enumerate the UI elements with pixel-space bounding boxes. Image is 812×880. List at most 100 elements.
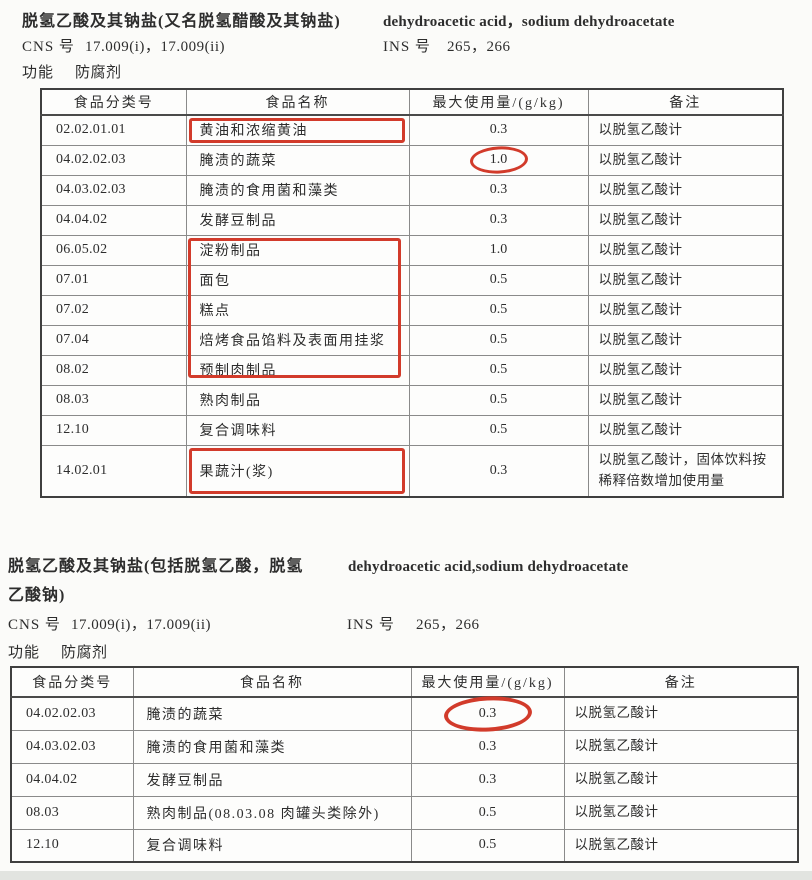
col-header-remark: 备注	[587, 88, 784, 116]
cell-code: 07.01	[40, 264, 187, 296]
function-value: 防腐剂	[61, 645, 108, 661]
cell-name: 腌渍的蔬菜	[185, 144, 410, 176]
cell-note: 以脱氢乙酸计	[587, 354, 784, 386]
cell-note: 以脱氢乙酸计	[587, 414, 784, 446]
cell-note: 以脱氢乙酸计	[563, 762, 799, 797]
cell-max: 0.3	[410, 693, 565, 734]
cell-max: 0.5	[408, 414, 589, 446]
cell-text: 黄油和浓缩黄油	[199, 124, 308, 140]
cell-name: 发酵豆制品	[132, 762, 412, 797]
cell-code: 04.03.02.03	[10, 729, 134, 764]
cell-code: 12.10	[10, 828, 134, 863]
cell-text: 12.10	[26, 837, 59, 853]
section2-title-en: dehydroacetic acid,sodium dehydroacetate	[348, 559, 629, 575]
cns-label: CNS 号	[8, 617, 61, 633]
table-row: 12.10 复合调味料 0.5 以脱氢乙酸计	[40, 414, 784, 446]
cell-code: 08.02	[40, 354, 187, 386]
col-header-food-name: 食品名称	[185, 88, 410, 116]
table-row: 12.10 复合调味料 0.5 以脱氢乙酸计	[10, 828, 799, 863]
table-row: 04.02.02.03 腌渍的蔬菜 1.0 以脱氢乙酸计	[40, 144, 784, 176]
table2-header: 食品分类号 食品名称 最大使用量/(g/kg) 备注	[10, 666, 799, 698]
cell-max: 0.3	[408, 174, 589, 206]
table-row: 04.04.02 发酵豆制品 0.3 以脱氢乙酸计	[40, 204, 784, 236]
cell-text: 预制肉制品	[199, 364, 277, 379]
cell-max: 0.5	[408, 264, 589, 296]
cns-value: 17.009(i)，17.009(ii)	[71, 617, 211, 633]
cell-text: 以脱氢乙酸计	[574, 836, 659, 852]
cell-text: 糕点	[199, 304, 231, 319]
cell-code: 14.02.01	[40, 444, 187, 498]
cell-max: 0.5	[408, 324, 589, 356]
cell-text: 以脱氢乙酸计	[598, 421, 683, 437]
ins-label: INS 号	[383, 39, 431, 55]
cell-name: 果蔬汁(浆)	[185, 444, 410, 498]
cell-max: 0.3	[408, 114, 589, 146]
cell-note: 以脱氢乙酸计	[587, 204, 784, 236]
cell-text: 以脱氢乙酸计	[598, 361, 683, 377]
cell-text: 02.02.01.01	[56, 122, 126, 138]
cell-name: 复合调味料	[132, 828, 412, 863]
cell-text: 0.5	[489, 272, 508, 287]
cell-text: 以脱氢乙酸计	[598, 301, 683, 317]
function-value: 防腐剂	[75, 65, 122, 81]
table-row: 08.03 熟肉制品 0.5 以脱氢乙酸计	[40, 384, 784, 416]
cell-text: 腌渍的蔬菜	[146, 707, 224, 723]
cell-text: 0.5	[489, 392, 508, 407]
cell-text: 07.02	[56, 302, 89, 317]
section2-title-zh: 脱氢乙酸及其钠盐(包括脱氢乙酸，脱氢乙酸钠)	[8, 558, 304, 604]
cell-text: 以脱氢乙酸计	[598, 271, 683, 287]
cell-text: 以脱氢乙酸计	[598, 391, 683, 407]
cell-text: 1.0	[489, 242, 508, 257]
cell-text: 12.10	[56, 422, 89, 437]
cell-text: 0.5	[489, 332, 508, 347]
cell-name: 焙烤食品馅料及表面用挂浆	[185, 324, 410, 356]
cell-code: 04.02.02.03	[10, 696, 134, 731]
table1-header: 食品分类号 食品名称 最大使用量/(g/kg) 备注	[40, 88, 784, 116]
cell-text: 0.3	[489, 462, 508, 478]
cell-text: 0.3	[478, 771, 497, 787]
table-row: 14.02.01 果蔬汁(浆) 0.3 以脱氢乙酸计，固体饮料按稀释倍数增加使用量	[40, 444, 784, 498]
cell-note: 以脱氢乙酸计	[563, 729, 799, 764]
table1-wrapper: 食品分类号 食品名称 最大使用量/(g/kg) 备注 02.02.01.01 黄油…	[40, 88, 784, 498]
cell-code: 07.04	[40, 324, 187, 356]
table-row: 04.03.02.03 腌渍的食用菌和藻类 0.3 以脱氢乙酸计	[40, 174, 784, 206]
cell-text: 0.3	[478, 738, 497, 754]
cell-text: 腌渍的蔬菜	[199, 154, 277, 169]
cell-text: 08.03	[56, 392, 89, 407]
table-row: 04.02.02.03 腌渍的蔬菜 0.3 以脱氢乙酸计	[10, 693, 799, 734]
cell-text: 0.3	[489, 182, 508, 197]
cell-max: 0.5	[410, 828, 565, 863]
cell-max: 0.3	[408, 204, 589, 236]
cell-text: 以脱氢乙酸计	[598, 121, 683, 137]
cell-text: 0.5	[489, 362, 508, 377]
section1-title-line: 脱氢乙酸及其钠盐(又名脱氢醋酸及其钠盐) dehydroacetic acid，…	[22, 7, 802, 36]
cell-text: 以脱氢乙酸计	[574, 804, 659, 820]
cell-text: 面包	[199, 274, 231, 289]
cell-text: 以脱氢乙酸计	[598, 151, 683, 167]
ins-label: INS 号	[347, 617, 395, 633]
cell-name: 发酵豆制品	[185, 204, 410, 236]
cell-text: 腌渍的食用菌和藻类	[199, 184, 339, 199]
cell-note: 以脱氢乙酸计，固体饮料按稀释倍数增加使用量	[587, 444, 784, 498]
cell-note: 以脱氢乙酸计	[563, 828, 799, 863]
cell-name: 淀粉制品	[185, 234, 410, 266]
cell-text: 以脱氢乙酸计	[598, 181, 683, 197]
cell-text: 以脱氢乙酸计	[598, 331, 683, 347]
cell-text: 0.3	[489, 122, 508, 138]
cell-code: 06.05.02	[40, 234, 187, 266]
cell-max: 0.3	[410, 762, 565, 797]
table-row: 07.01 面包 0.5 以脱氢乙酸计	[40, 264, 784, 296]
cell-text: 发酵豆制品	[199, 214, 277, 229]
cell-code: 04.02.02.03	[40, 144, 187, 176]
col-header-food-category: 食品分类号	[10, 666, 134, 698]
function-label: 功能	[8, 645, 41, 661]
cell-code: 04.04.02	[40, 204, 187, 236]
cell-note: 以脱氢乙酸计	[587, 234, 784, 266]
cell-text: 熟肉制品(08.03.08 肉罐头类除外)	[146, 806, 380, 822]
cell-text: 0.5	[489, 422, 508, 437]
cell-text: 0.5	[478, 837, 497, 853]
table2-body: 04.02.02.03 腌渍的蔬菜 0.3 以脱氢乙酸计 04.03.02.03 腌渍的食…	[10, 693, 799, 863]
cell-text: 以脱氢乙酸计	[574, 738, 659, 754]
cell-note: 以脱氢乙酸计	[587, 384, 784, 416]
